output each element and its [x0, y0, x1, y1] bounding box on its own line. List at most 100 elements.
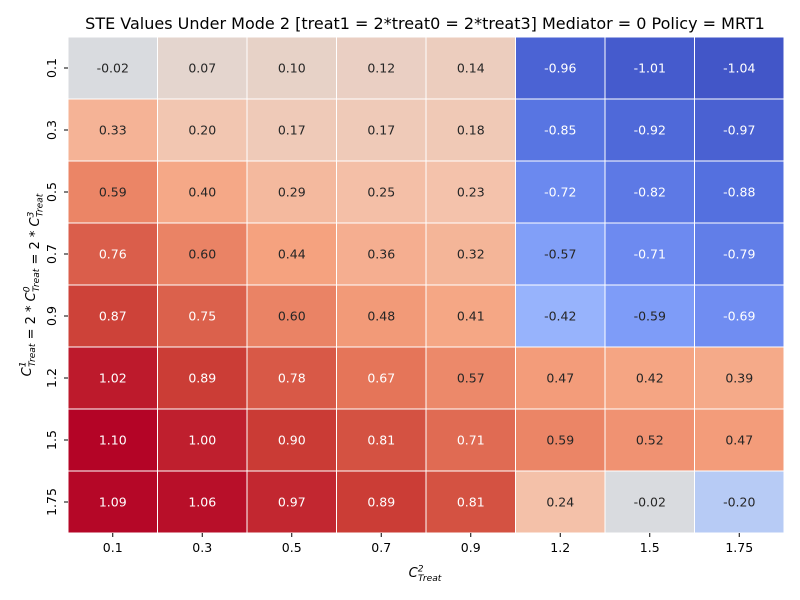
cell-value-label: 0.17 — [278, 123, 306, 138]
cell-value-label: -0.82 — [634, 185, 666, 200]
cell-value-label: 0.78 — [278, 371, 306, 386]
cell-value-label: 0.47 — [546, 371, 574, 386]
heatmap-cell — [246, 346, 337, 410]
cell-value-label: -0.59 — [634, 309, 666, 324]
heatmap-cell — [67, 36, 158, 100]
heatmap-cell — [157, 408, 248, 472]
heatmap-cell — [336, 160, 427, 224]
heatmap-cell — [246, 408, 337, 472]
chart-title: STE Values Under Mode 2 [treat1 = 2*trea… — [85, 14, 765, 33]
heatmap-cell — [515, 160, 606, 224]
cell-value-label: -0.02 — [634, 495, 666, 510]
cell-value-label: 0.81 — [457, 495, 485, 510]
y-tick-label: 0.7 — [44, 244, 59, 264]
y-axis-label: C1Treat = 2 * C0Treat = 2 * C3Treat — [19, 193, 46, 376]
heatmap-cell — [246, 160, 337, 224]
cell-value-label: 0.29 — [278, 185, 306, 200]
heatmap-cell — [694, 470, 785, 534]
heatmap-cell — [694, 346, 785, 410]
cell-value-label: 0.32 — [457, 247, 485, 262]
cell-value-label: -0.79 — [723, 247, 755, 262]
x-tick-label: 0.7 — [371, 540, 391, 555]
y-axis: 0.1 0.3 0.5 0.7 0.9 1.2 1.5 1.75 — [44, 58, 68, 516]
cell-value-label: 0.89 — [188, 371, 216, 386]
cell-value-label: 0.90 — [278, 433, 306, 448]
cell-value-label: -0.71 — [634, 247, 666, 262]
heatmap-cell — [604, 346, 695, 410]
cell-value-label: 0.07 — [188, 61, 216, 76]
cell-value-label: 0.42 — [636, 371, 664, 386]
x-tick-label: 0.5 — [282, 540, 302, 555]
heatmap-cell — [515, 284, 606, 348]
x-axis-label: C2 Treat — [409, 565, 442, 584]
cell-value-label: -1.04 — [723, 61, 755, 76]
heatmap-cell — [425, 284, 516, 348]
cell-value-label: -0.69 — [723, 309, 755, 324]
heatmap-cell — [515, 346, 606, 410]
cell-value-label: 0.47 — [725, 433, 753, 448]
heatmap-cell — [515, 98, 606, 162]
heatmap-cell — [336, 284, 427, 348]
heatmap-cell — [604, 408, 695, 472]
heatmap-cell — [515, 36, 606, 100]
cell-value-label: -0.72 — [544, 185, 576, 200]
heatmap-cell — [425, 408, 516, 472]
cell-value-label: 0.59 — [99, 185, 127, 200]
cell-value-label: 0.17 — [367, 123, 395, 138]
cell-value-label: 0.57 — [457, 371, 485, 386]
heatmap-cell — [157, 346, 248, 410]
cell-value-label: 0.97 — [278, 495, 306, 510]
heatmap-cell — [246, 36, 337, 100]
y-tick-label: 0.1 — [44, 58, 59, 78]
cell-value-label: 0.39 — [725, 371, 753, 386]
heatmap-cell — [694, 284, 785, 348]
heatmap-cell — [157, 160, 248, 224]
x-tick-label: 1.2 — [550, 540, 570, 555]
heatmap-cell — [694, 36, 785, 100]
cell-value-label: 1.06 — [188, 495, 216, 510]
heatmap-cell — [336, 36, 427, 100]
cell-value-label: 0.25 — [367, 185, 395, 200]
cell-value-label: -0.42 — [544, 309, 576, 324]
cell-value-label: 0.59 — [546, 433, 574, 448]
heatmap-cell — [246, 470, 337, 534]
cell-value-label: 1.09 — [99, 495, 127, 510]
cell-value-label: -0.02 — [97, 61, 129, 76]
y-tick-label: 0.3 — [44, 120, 59, 140]
heatmap-cell — [336, 222, 427, 286]
heatmap-cell — [515, 408, 606, 472]
cell-value-label: -0.88 — [723, 185, 755, 200]
heatmap-cell — [246, 222, 337, 286]
cell-value-label: 1.00 — [188, 433, 216, 448]
cell-value-label: -0.92 — [634, 123, 666, 138]
heatmap-cell — [694, 160, 785, 224]
heatmap-cell — [425, 160, 516, 224]
heatmap-cells — [67, 36, 785, 534]
cell-value-label: 0.14 — [457, 61, 485, 76]
cell-value-label: 0.89 — [367, 495, 395, 510]
x-axis: 0.1 0.3 0.5 0.7 0.9 1.2 1.5 1.75 — [103, 533, 753, 555]
cell-value-label: 0.76 — [99, 247, 127, 262]
heatmap-cell — [425, 222, 516, 286]
heatmap-cell — [246, 284, 337, 348]
cell-value-label: -1.01 — [634, 61, 666, 76]
heatmap-cell — [336, 98, 427, 162]
heatmap-cell — [67, 408, 158, 472]
heatmap-cell — [67, 222, 158, 286]
cell-value-label: 0.10 — [278, 61, 306, 76]
cell-value-label: 1.10 — [99, 433, 127, 448]
heatmap-cell — [157, 36, 248, 100]
heatmap-cell-labels: -0.02 0.07 0.10 0.12 0.14 -0.96 -1.01 -1.04 0.33… — [97, 61, 756, 510]
cell-value-label: 0.87 — [99, 309, 127, 324]
x-tick-label: 1.5 — [640, 540, 660, 555]
cell-value-label: 0.40 — [188, 185, 216, 200]
cell-value-label: 0.33 — [99, 123, 127, 138]
x-tick-label: 0.3 — [192, 540, 212, 555]
cell-value-label: 0.71 — [457, 433, 485, 448]
cell-value-label: 0.75 — [188, 309, 216, 324]
heatmap-cell — [425, 36, 516, 100]
heatmap-cell — [604, 160, 695, 224]
cell-value-label: 0.20 — [188, 123, 216, 138]
cell-value-label: -0.96 — [544, 61, 576, 76]
